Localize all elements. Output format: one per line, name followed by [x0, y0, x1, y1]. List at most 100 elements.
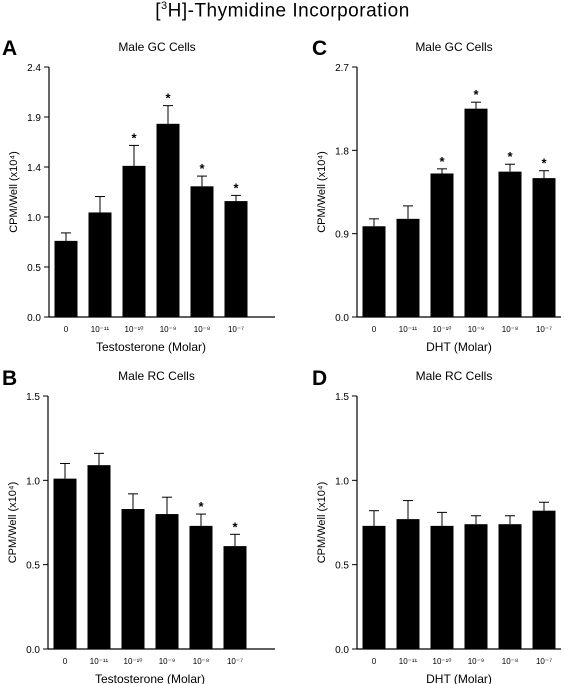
- significance-marker: *: [232, 519, 238, 534]
- x-tick-label: 10⁻¹¹: [91, 325, 110, 334]
- bar: [396, 519, 420, 649]
- x-tick-label: 10⁻⁷: [536, 657, 552, 666]
- bar: [54, 240, 78, 317]
- x-tick-label: 0: [64, 325, 69, 334]
- significance-marker: *: [439, 154, 445, 169]
- panel-title: Male GC Cells: [415, 40, 492, 54]
- title-prefix: [: [155, 0, 161, 22]
- x-tick-label: 10⁻⁸: [502, 325, 519, 334]
- y-axis-label: CPM/Well (x10⁴): [7, 482, 19, 564]
- title-rest: H]-Thymidine Incorporation: [167, 0, 410, 22]
- bar: [532, 178, 556, 317]
- y-tick-label: 0.0: [335, 313, 349, 324]
- y-tick-label: 1.0: [27, 213, 41, 224]
- x-tick-label: 10⁻⁷: [227, 657, 243, 666]
- bar: [121, 509, 145, 649]
- y-tick-label: 0.0: [26, 645, 40, 656]
- x-tick-label: 10⁻¹¹: [399, 657, 418, 666]
- significance-marker: *: [199, 161, 205, 176]
- x-tick-label: 10⁻⁹: [159, 657, 176, 666]
- bar: [430, 173, 454, 317]
- y-tick-label: 1.0: [26, 476, 40, 487]
- panel-title: Male GC Cells: [118, 40, 195, 54]
- y-tick-label: 0.5: [26, 561, 40, 572]
- y-tick-label: 2.7: [335, 63, 349, 74]
- x-tick-label: 10⁻⁸: [193, 657, 210, 666]
- y-tick-label: 0.0: [27, 313, 41, 324]
- x-tick-label: 10⁻¹⁰: [124, 657, 143, 666]
- bar: [122, 165, 146, 317]
- significance-marker: *: [507, 149, 513, 164]
- significance-marker: *: [165, 91, 171, 106]
- bar: [53, 478, 77, 649]
- x-axis-label: DHT (Molar): [426, 672, 492, 684]
- bar: [190, 186, 214, 317]
- bar: [155, 514, 179, 649]
- panel-c: C Male GC Cells 0.0 0.9 1.8 2.7 CPM/Well (x10⁴…: [312, 37, 561, 354]
- bar: [224, 201, 248, 317]
- x-tick-label: 10⁻¹⁰: [125, 325, 144, 334]
- bar: [362, 226, 386, 317]
- x-tick-label: 10⁻⁹: [468, 657, 485, 666]
- panel-letter: D: [312, 367, 327, 390]
- x-tick-label: 10⁻¹⁰: [433, 325, 452, 334]
- bar: [396, 218, 420, 317]
- x-axis-label: Testosterone (Molar): [96, 340, 206, 354]
- panel-title: Male RC Cells: [416, 369, 493, 383]
- y-tick-label: 0.5: [335, 561, 349, 572]
- y-axis-label: CPM/Well (x10⁴): [316, 151, 328, 233]
- bar: [464, 524, 488, 649]
- x-tick-label: 0: [63, 657, 68, 666]
- x-tick-label: 10⁻⁹: [160, 325, 177, 334]
- x-tick-label: 10⁻⁸: [502, 657, 519, 666]
- x-tick-label: 10⁻⁹: [468, 325, 485, 334]
- y-tick-label: 1.4: [27, 163, 41, 174]
- x-tick-label: 10⁻⁸: [194, 325, 211, 334]
- bar: [532, 510, 556, 649]
- panel-title: Male RC Cells: [118, 369, 195, 383]
- significance-marker: *: [541, 156, 547, 171]
- significance-marker: *: [198, 499, 204, 514]
- title-superscript: 3: [161, 0, 168, 12]
- x-tick-label: 10⁻¹¹: [399, 325, 418, 334]
- y-tick-label: 1.5: [335, 392, 349, 403]
- bar: [362, 525, 386, 649]
- panel-letter: C: [312, 37, 327, 60]
- x-tick-label: 10⁻⁷: [228, 325, 244, 334]
- figure-title: [3H]-Thymidine Incorporation: [0, 0, 565, 22]
- x-tick-label: 0: [372, 325, 377, 334]
- significance-marker: *: [131, 130, 137, 145]
- panel-b: B Male RC Cells 0.0 0.5 1.0 1.5 CPM/Well (x10⁴…: [2, 367, 275, 684]
- y-tick-label: 1.9: [27, 113, 41, 124]
- y-axis-label: CPM/Well (x10⁴): [316, 482, 328, 564]
- bar: [189, 525, 213, 649]
- x-tick-label: 10⁻¹¹: [90, 657, 109, 666]
- y-tick-label: 1.8: [335, 146, 349, 157]
- bar: [498, 171, 522, 317]
- y-tick-label: 0.9: [335, 230, 349, 241]
- x-tick-label: 10⁻⁷: [536, 325, 552, 334]
- panel-letter: A: [2, 37, 17, 60]
- x-tick-label: 10⁻¹⁰: [433, 657, 452, 666]
- bar: [88, 212, 112, 317]
- bar: [498, 524, 522, 649]
- y-tick-label: 1.0: [335, 476, 349, 487]
- panel-letter: B: [2, 367, 17, 390]
- x-axis-label: Testosterone (Molar): [95, 672, 205, 684]
- panel-d: D Male RC Cells 0.0 0.5 1.0 1.5 CPM/Well (x10⁴…: [312, 367, 561, 684]
- y-tick-label: 0.5: [27, 263, 41, 274]
- y-tick-label: 0.0: [335, 645, 349, 656]
- bar: [464, 108, 488, 318]
- y-tick-label: 1.5: [26, 392, 40, 403]
- bar: [156, 123, 180, 318]
- y-axis-label: CPM/Well (x10⁴): [8, 151, 20, 233]
- x-axis-label: DHT (Molar): [426, 340, 492, 354]
- x-tick-label: 0: [372, 657, 377, 666]
- bar: [430, 525, 454, 649]
- panel-a: A Male GC Cells 0.0 0.5 1.0 1.4 1.9 2.4 CPM/Well…: [2, 37, 275, 354]
- significance-marker: *: [233, 180, 239, 195]
- y-tick-label: 2.4: [27, 63, 41, 74]
- bar: [87, 465, 111, 649]
- significance-marker: *: [473, 87, 479, 102]
